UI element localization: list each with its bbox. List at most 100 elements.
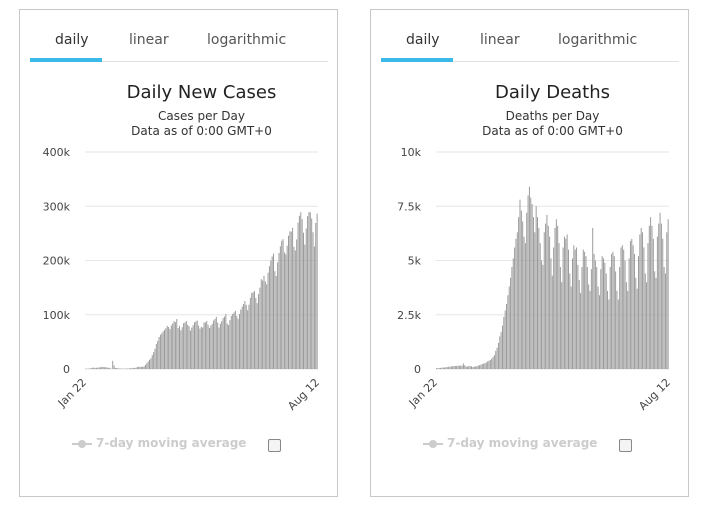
bar[interactable]	[481, 364, 483, 369]
bar[interactable]	[508, 286, 510, 369]
bar[interactable]	[134, 368, 136, 369]
bar[interactable]	[253, 291, 255, 369]
bar[interactable]	[243, 304, 245, 369]
legend-label[interactable]: 7-day moving average	[96, 436, 247, 450]
tab-linear[interactable]: linear	[480, 32, 520, 48]
bar[interactable]	[612, 251, 614, 369]
bar[interactable]	[153, 352, 155, 369]
bar[interactable]	[132, 367, 134, 369]
bar[interactable]	[647, 243, 649, 369]
bar[interactable]	[444, 367, 446, 369]
bar[interactable]	[188, 326, 190, 369]
bar[interactable]	[504, 310, 506, 369]
bar[interactable]	[489, 359, 491, 369]
bar[interactable]	[170, 325, 172, 369]
bar[interactable]	[460, 365, 462, 369]
bar[interactable]	[144, 364, 146, 369]
bar[interactable]	[113, 365, 115, 369]
bar[interactable]	[128, 368, 130, 369]
tab-daily[interactable]: daily	[406, 32, 440, 48]
bar[interactable]	[542, 264, 544, 369]
bar[interactable]	[632, 245, 634, 369]
bar[interactable]	[554, 227, 556, 369]
bar[interactable]	[278, 253, 280, 369]
bar[interactable]	[495, 350, 497, 369]
bar[interactable]	[221, 321, 223, 369]
bar[interactable]	[211, 323, 213, 369]
bar[interactable]	[492, 356, 494, 369]
bar[interactable]	[181, 327, 183, 369]
bar[interactable]	[550, 258, 552, 369]
bar[interactable]	[664, 273, 666, 369]
bar[interactable]	[503, 316, 505, 369]
bar[interactable]	[129, 368, 131, 369]
moving-average-checkbox[interactable]	[619, 439, 632, 452]
bar[interactable]	[106, 367, 108, 369]
bar[interactable]	[462, 363, 464, 369]
bar[interactable]	[449, 366, 451, 369]
bar[interactable]	[535, 206, 537, 369]
bar[interactable]	[461, 365, 463, 369]
bar[interactable]	[290, 231, 292, 369]
bar[interactable]	[218, 327, 220, 370]
bar[interactable]	[271, 256, 273, 369]
moving-average-checkbox[interactable]	[268, 439, 281, 452]
bar[interactable]	[496, 347, 498, 369]
bar[interactable]	[523, 236, 525, 369]
bar[interactable]	[487, 361, 489, 369]
bar[interactable]	[464, 365, 466, 369]
bar[interactable]	[445, 367, 447, 369]
bar[interactable]	[189, 330, 191, 369]
bar[interactable]	[584, 251, 586, 369]
bar[interactable]	[473, 366, 475, 369]
bar[interactable]	[131, 368, 133, 369]
bar[interactable]	[279, 246, 281, 369]
bar[interactable]	[249, 297, 251, 369]
bar[interactable]	[172, 323, 174, 369]
bar[interactable]	[493, 355, 495, 369]
bar[interactable]	[512, 258, 514, 369]
bar[interactable]	[140, 366, 142, 369]
bar[interactable]	[298, 215, 300, 369]
bar[interactable]	[563, 236, 565, 369]
bar[interactable]	[94, 367, 96, 369]
tab-daily[interactable]: daily	[55, 32, 89, 48]
bar[interactable]	[136, 366, 138, 369]
bar[interactable]	[270, 260, 272, 369]
bar[interactable]	[180, 330, 182, 369]
bar[interactable]	[437, 368, 439, 369]
bar[interactable]	[524, 243, 526, 369]
bar[interactable]	[230, 315, 232, 369]
bar[interactable]	[157, 341, 159, 369]
bar[interactable]	[184, 322, 186, 369]
bar[interactable]	[639, 234, 641, 369]
bar[interactable]	[514, 247, 516, 369]
bar[interactable]	[519, 199, 521, 369]
bar[interactable]	[597, 286, 599, 369]
bar[interactable]	[308, 211, 310, 369]
bar[interactable]	[440, 367, 442, 369]
bar[interactable]	[207, 324, 209, 369]
bar[interactable]	[624, 260, 626, 370]
bar[interactable]	[466, 366, 468, 369]
bar[interactable]	[643, 247, 645, 369]
bar[interactable]	[652, 238, 654, 369]
bar[interactable]	[580, 293, 582, 369]
bar[interactable]	[646, 282, 648, 369]
bar[interactable]	[158, 336, 160, 369]
bar[interactable]	[662, 238, 664, 369]
bar[interactable]	[562, 247, 564, 369]
bar[interactable]	[545, 223, 547, 369]
bar[interactable]	[149, 359, 151, 369]
bar[interactable]	[454, 365, 456, 369]
bar[interactable]	[585, 256, 587, 369]
bar[interactable]	[292, 227, 294, 369]
bar[interactable]	[638, 256, 639, 369]
bar[interactable]	[198, 325, 200, 369]
bar[interactable]	[557, 225, 559, 369]
bar[interactable]	[654, 271, 656, 369]
bar[interactable]	[255, 298, 257, 369]
bar[interactable]	[507, 295, 509, 369]
bar[interactable]	[104, 367, 106, 369]
bar[interactable]	[636, 288, 638, 369]
